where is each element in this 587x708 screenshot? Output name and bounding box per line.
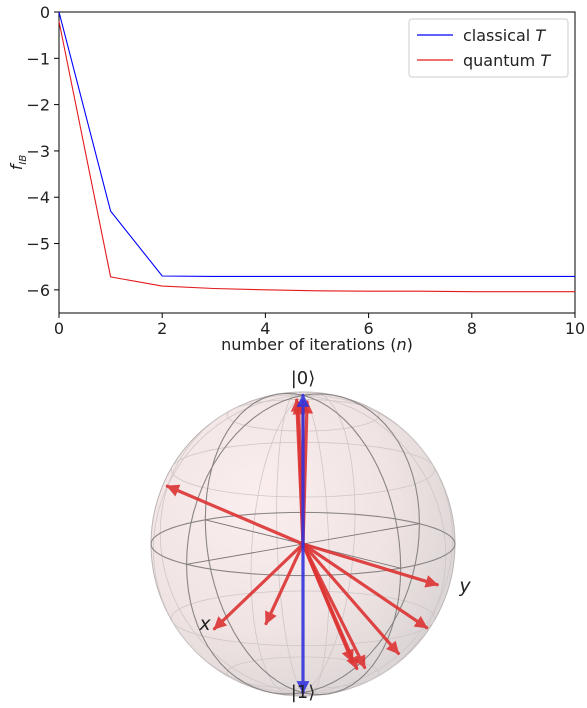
y-tick-label: −1 xyxy=(26,49,50,68)
y-tick-label: −3 xyxy=(26,142,50,161)
ket-zero-label: |0⟩ xyxy=(291,368,316,389)
red-state-vector xyxy=(301,542,429,630)
y-tick-label: −6 xyxy=(26,281,50,300)
x-axis: 0 2 4 6 8 10 xyxy=(54,313,585,338)
red-state-vector xyxy=(165,484,305,546)
red-state-vector xyxy=(301,542,354,664)
y-tick-label: −2 xyxy=(26,96,50,115)
red-state-vector xyxy=(301,542,400,656)
y-axis-label: fIB xyxy=(7,155,29,171)
line-chart: 0 −1 −2 −3 −4 −5 −6 0 2 4 6 8 10 number of iteratio… xyxy=(7,3,585,354)
y-axis-label-sphere: y xyxy=(458,575,471,597)
legend-box xyxy=(408,18,569,78)
red-state-vector xyxy=(264,542,305,626)
y-tick-label: 0 xyxy=(40,3,50,22)
state-vectors xyxy=(165,393,439,695)
x-tick-label: 10 xyxy=(565,319,585,338)
red-state-vector xyxy=(212,542,305,631)
x-tick-label: 4 xyxy=(260,319,270,338)
x-tick-label: 2 xyxy=(157,319,167,338)
x-tick-label: 8 xyxy=(467,319,477,338)
y-axis: 0 −1 −2 −3 −4 −5 −6 xyxy=(26,3,59,300)
series-line-quantum xyxy=(58,21,575,293)
red-state-vector xyxy=(301,542,439,588)
y-tick-label: −5 xyxy=(26,235,50,254)
y-tick-label: −4 xyxy=(26,188,50,207)
series-group xyxy=(58,11,575,293)
x-tick-label: 0 xyxy=(54,319,64,338)
bloch-sphere: |0⟩ |1⟩ x y xyxy=(150,368,471,703)
ket-one-label: |1⟩ xyxy=(291,682,316,703)
x-axis-label: number of iterations (n) xyxy=(221,335,413,354)
x-tick-label: 6 xyxy=(364,319,374,338)
x-axis-label-sphere: x xyxy=(198,613,211,635)
legend-label-quantum: quantum T xyxy=(463,51,551,70)
legend-label-classical: classical T xyxy=(463,26,546,45)
legend: classical T quantum T xyxy=(408,18,569,78)
series-line-classical xyxy=(58,11,575,277)
